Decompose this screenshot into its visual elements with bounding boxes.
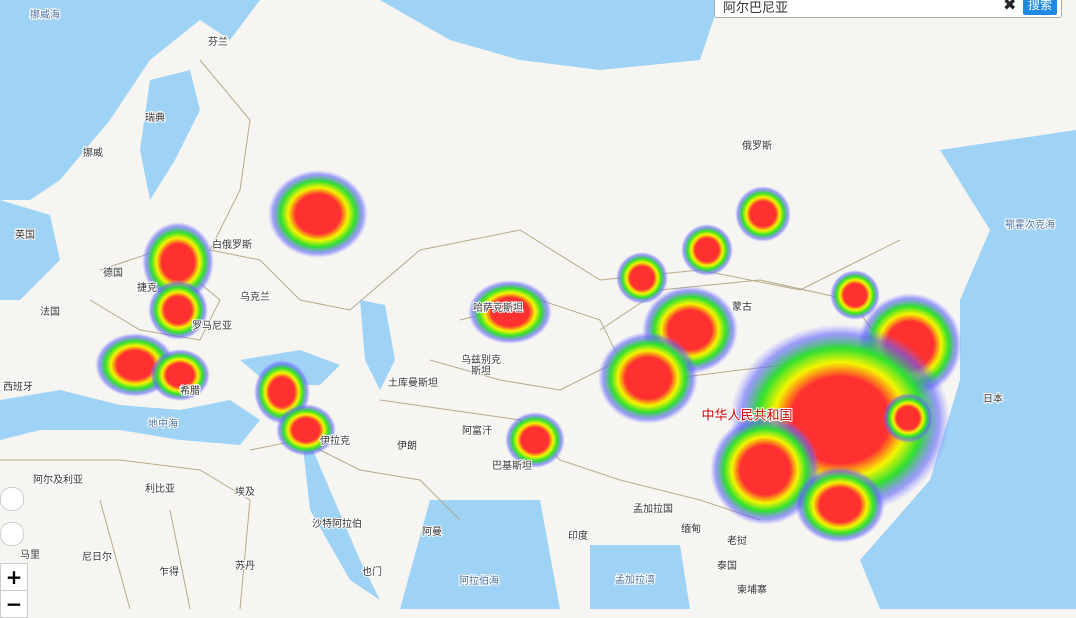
- place-label: 捷克: [137, 281, 157, 294]
- place-label: 埃及: [235, 485, 255, 498]
- place-label: 阿拉伯海: [459, 574, 499, 587]
- place-label: 西班牙: [3, 381, 33, 393]
- search-box[interactable]: 阿尔巴尼亚 ✖ 搜索: [714, 0, 1062, 18]
- place-label: 斯坦: [471, 364, 491, 377]
- place-label: 法国: [40, 305, 60, 318]
- place-label: 缅甸: [681, 522, 701, 535]
- place-label: 乌克兰: [240, 290, 270, 303]
- search-button[interactable]: 搜索: [1023, 0, 1057, 15]
- place-label: 沙特阿拉伯: [312, 517, 362, 530]
- place-label: 阿尔及利亚: [33, 473, 83, 486]
- place-label: 孟加拉国: [633, 502, 673, 515]
- place-label: 乌兹别克: [461, 353, 501, 366]
- place-label: 尼日尔: [82, 550, 112, 563]
- place-label: 挪威: [83, 146, 103, 159]
- place-label: 印度: [568, 529, 588, 542]
- place-label: 中华人民共和国: [701, 409, 792, 424]
- place-label: 阿曼: [422, 526, 442, 538]
- place-label: 苏丹: [235, 559, 255, 572]
- place-label: 希腊: [180, 384, 200, 397]
- notification-button[interactable]: [0, 487, 24, 511]
- place-label: 也门: [362, 565, 382, 578]
- place-label: 乍得: [159, 565, 179, 578]
- place-label: 俄罗斯: [742, 139, 772, 152]
- place-label: 伊朗: [397, 440, 417, 452]
- place-label: 柬埔寨: [737, 583, 767, 596]
- search-input[interactable]: 阿尔巴尼亚: [723, 1, 789, 16]
- place-label: 巴基斯坦: [492, 459, 532, 472]
- place-label: 哈萨克斯坦: [473, 301, 523, 314]
- locate-button[interactable]: [0, 522, 24, 546]
- place-label: 阿富汗: [462, 424, 492, 437]
- place-label: 土库曼斯坦: [388, 376, 438, 389]
- place-label: 孟加拉湾: [615, 573, 655, 586]
- place-label: 蒙古: [732, 300, 752, 313]
- place-label: 英国: [15, 228, 35, 241]
- place-label: 伊拉克: [320, 434, 350, 447]
- place-label: 芬兰: [208, 35, 228, 48]
- place-label: 鄂霍次克海: [1005, 218, 1055, 231]
- zoom-out[interactable]: −: [0, 590, 28, 618]
- place-label: 德国: [103, 266, 123, 279]
- place-label: 罗马尼亚: [192, 320, 232, 332]
- place-label: 地中海: [148, 417, 178, 430]
- place-label: 挪威海: [30, 8, 60, 21]
- zoom-in[interactable]: +: [0, 563, 28, 591]
- place-label: 老挝: [727, 534, 747, 547]
- heatmap: [95, 170, 962, 543]
- place-label: 瑞典: [145, 111, 165, 124]
- place-label: 马里: [20, 549, 40, 561]
- place-label: 利比亚: [145, 483, 175, 495]
- place-label: 泰国: [717, 559, 737, 572]
- place-label: 日本: [983, 392, 1003, 405]
- clear-button[interactable]: ✖: [1003, 0, 1017, 14]
- place-label: 白俄罗斯: [212, 238, 252, 251]
